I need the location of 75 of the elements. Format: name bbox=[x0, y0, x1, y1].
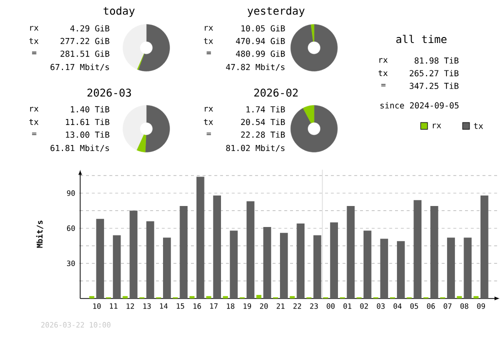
chart-title: today bbox=[104, 6, 135, 17]
text: rx bbox=[204, 26, 214, 30]
bar bbox=[96, 218, 104, 298]
bar bbox=[122, 296, 128, 298]
bar bbox=[130, 210, 138, 298]
bar bbox=[180, 206, 188, 298]
text: 1.40 TiB bbox=[70, 106, 110, 112]
text: tx bbox=[29, 118, 38, 125]
bar bbox=[89, 296, 94, 298]
text: 347.25 TiB bbox=[410, 82, 458, 89]
text: = bbox=[32, 132, 36, 135]
text: 11.61 TiB bbox=[66, 118, 110, 125]
text: 480.99 GiB bbox=[236, 50, 285, 57]
text: tx bbox=[204, 118, 214, 125]
text: 67.17 Mbit/s bbox=[50, 64, 109, 71]
bar bbox=[380, 238, 388, 298]
text: rx bbox=[379, 58, 388, 63]
bar bbox=[330, 222, 338, 298]
bar bbox=[447, 237, 455, 298]
bar bbox=[213, 195, 222, 298]
bar bbox=[222, 296, 228, 298]
text: 277.22 GiB bbox=[60, 38, 110, 44]
bar bbox=[263, 226, 272, 298]
bar bbox=[313, 235, 322, 298]
bar bbox=[430, 206, 438, 298]
bar bbox=[396, 240, 405, 298]
legend-label: rx bbox=[432, 123, 442, 128]
text: 81.02 Mbit/s bbox=[226, 144, 284, 152]
text: rx bbox=[204, 106, 214, 112]
bar bbox=[280, 232, 288, 298]
bar bbox=[112, 235, 121, 298]
chart-title: yesterday bbox=[248, 6, 305, 17]
text: = bbox=[206, 52, 211, 54]
bar bbox=[230, 230, 238, 298]
bar bbox=[474, 296, 479, 298]
text: 1.74 TiB bbox=[246, 106, 285, 112]
text: tx bbox=[378, 70, 388, 76]
bar bbox=[480, 195, 488, 298]
text: 10.05 GiB bbox=[242, 24, 285, 32]
text: tx bbox=[29, 38, 38, 44]
bar bbox=[414, 200, 422, 298]
text: rx bbox=[30, 26, 38, 30]
text: since 2024-09-05 bbox=[380, 102, 459, 108]
text: 470.94 GiB bbox=[236, 38, 285, 44]
bar bbox=[246, 201, 254, 298]
text: all time bbox=[396, 34, 446, 43]
bar bbox=[146, 221, 154, 298]
bar bbox=[296, 223, 305, 298]
bar bbox=[256, 294, 262, 298]
chart-title: 2026-02 bbox=[254, 88, 298, 96]
bar bbox=[364, 230, 372, 298]
chart-title: 2026-03 bbox=[88, 88, 131, 96]
text: 81.98 TiB bbox=[414, 57, 458, 64]
bar bbox=[464, 237, 472, 298]
text: = bbox=[32, 52, 36, 54]
text: 61.81 Mbit/s bbox=[50, 144, 109, 152]
bar bbox=[206, 296, 212, 298]
bar bbox=[346, 206, 355, 298]
text: 265.27 TiB bbox=[410, 70, 458, 76]
text: = bbox=[381, 84, 386, 86]
text: 13.00 TiB bbox=[66, 131, 110, 138]
text: 22.28 TiB bbox=[241, 131, 285, 138]
text: 20.54 TiB bbox=[241, 118, 285, 125]
bar bbox=[290, 296, 295, 298]
text: = bbox=[206, 132, 211, 135]
bar bbox=[190, 296, 195, 298]
text: tx bbox=[204, 38, 214, 44]
text: 281.51 GiB bbox=[60, 50, 110, 57]
text: 4.29 GiB bbox=[70, 24, 110, 32]
text: 47.82 Mbit/s bbox=[226, 64, 284, 71]
text: rx bbox=[30, 106, 38, 112]
bar bbox=[163, 237, 171, 298]
bar bbox=[196, 176, 204, 298]
legend-label: tx bbox=[474, 122, 484, 129]
bar bbox=[456, 296, 462, 298]
